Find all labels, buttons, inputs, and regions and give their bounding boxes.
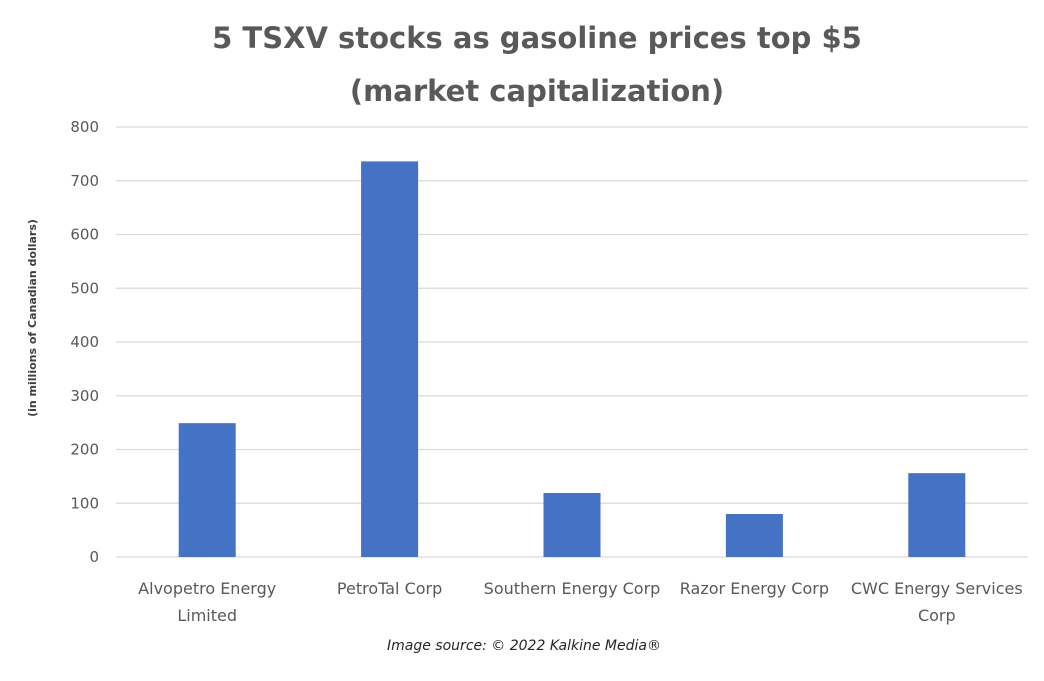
y-tick-label: 800 xyxy=(70,118,99,136)
y-axis-label: (in millions of Canadian dollars) xyxy=(26,219,39,417)
x-tick-label: Razor Energy Corp xyxy=(680,579,829,598)
x-tick-label: Southern Energy Corp xyxy=(484,579,661,598)
chart-title: 5 TSXV stocks as gasoline prices top $5 xyxy=(212,21,862,55)
x-tick-label: CWC Energy Services Corp xyxy=(851,579,1023,625)
chart-subtitle: (market capitalization) xyxy=(350,74,724,108)
bar xyxy=(725,514,783,557)
bar xyxy=(543,493,601,557)
x-tick-label: Alvopetro Energy Limited xyxy=(138,579,276,625)
x-axis-labels: Alvopetro Energy Limited PetroTal Corp Sout… xyxy=(138,579,1023,625)
x-tick-label: PetroTal Corp xyxy=(337,579,442,598)
y-tick-label: 600 xyxy=(70,226,99,244)
y-tick-label: 400 xyxy=(70,333,99,351)
image-source-note: Image source: © 2022 Kalkine Media® xyxy=(387,638,661,654)
y-tick-label: 500 xyxy=(70,279,99,297)
bar xyxy=(361,161,419,557)
y-tick-label: 200 xyxy=(70,441,99,459)
y-axis-ticks: 0 100 200 300 400 500 600 700 800 xyxy=(70,118,99,566)
y-tick-label: 0 xyxy=(89,548,99,566)
y-tick-label: 700 xyxy=(70,172,99,190)
bar xyxy=(178,423,236,557)
y-tick-label: 100 xyxy=(70,494,99,512)
y-tick-label: 300 xyxy=(70,387,99,405)
bar xyxy=(908,473,966,557)
gridlines xyxy=(116,126,1028,558)
bars xyxy=(178,161,966,557)
